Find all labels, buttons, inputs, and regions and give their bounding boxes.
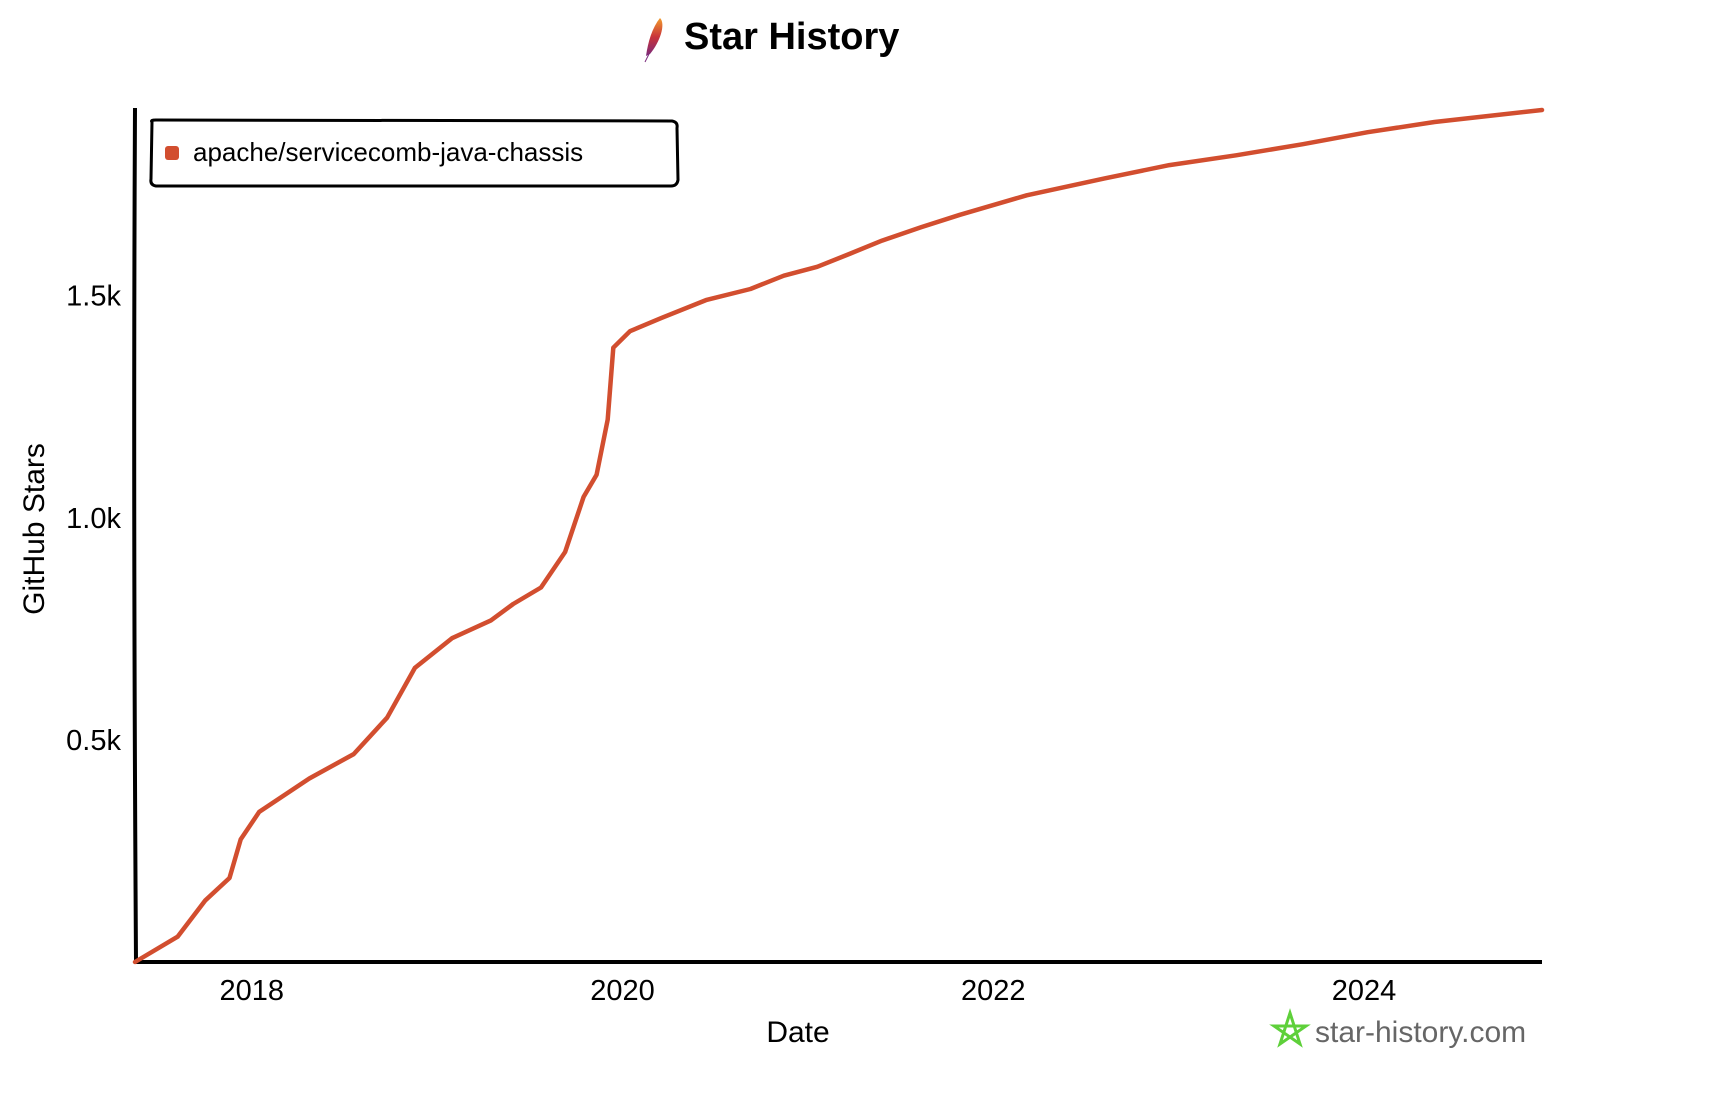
x-axis-line: [134, 960, 1543, 966]
legend-swatch: [165, 146, 179, 160]
star-history-logo-icon: [1269, 1008, 1311, 1048]
legend: apache/servicecomb-java-chassis: [149, 118, 680, 188]
ticks: 2018 2020 2022 2024 0.5k 1.0k 1.5k: [66, 281, 1396, 1007]
legend-label: apache/servicecomb-java-chassis: [193, 137, 583, 167]
series: [132, 107, 1545, 965]
y-tick-label: 1.0k: [66, 503, 121, 535]
x-tick-label: 2020: [590, 975, 655, 1007]
x-tick-label: 2018: [220, 975, 285, 1007]
watermark-text: star-history.com: [1315, 1016, 1526, 1049]
y-axis-label: GitHub Stars: [18, 443, 51, 615]
x-tick-label: 2022: [961, 975, 1026, 1007]
watermark: star-history.com: [1269, 1008, 1526, 1049]
y-tick-label: 0.5k: [66, 725, 121, 757]
series-line: [132, 107, 1545, 965]
x-tick-label: 2024: [1332, 975, 1397, 1007]
x-axis-label: Date: [766, 1016, 829, 1049]
y-tick-label: 1.5k: [66, 281, 121, 313]
chart-title: Star History: [684, 16, 899, 58]
title-group: Star History: [644, 16, 899, 63]
axes: [132, 107, 1543, 966]
apache-feather-logo: [644, 18, 663, 63]
y-axis-line: [132, 107, 138, 963]
